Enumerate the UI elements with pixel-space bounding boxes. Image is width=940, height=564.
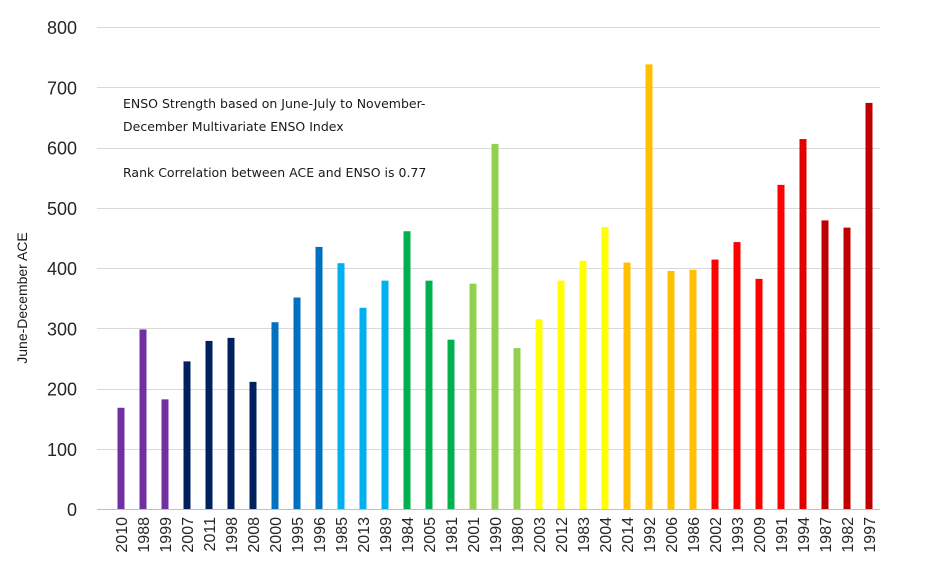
bar-2007 [183, 361, 191, 509]
x-tick-label: 2000 [268, 517, 285, 553]
bar-2010 [117, 407, 125, 509]
bar-1994 [799, 139, 807, 509]
bar-1997 [865, 102, 873, 509]
x-tick-label: 1981 [444, 517, 461, 553]
x-tick-label: 1996 [312, 517, 329, 553]
x-tick-label: 1986 [686, 517, 703, 553]
bar-2006 [667, 271, 675, 509]
bar-1982 [843, 227, 851, 509]
x-tick-label: 1983 [576, 517, 593, 553]
bar-2009 [755, 278, 763, 509]
bar-1995 [293, 297, 301, 509]
bar-2003 [535, 319, 543, 509]
bar-2004 [601, 227, 609, 509]
x-tick-label: 1980 [510, 517, 527, 553]
x-tick-label: 1993 [730, 517, 747, 553]
bar-2011 [205, 340, 213, 509]
y-tick-label: 700 [47, 78, 77, 98]
bar-2002 [711, 259, 719, 509]
x-tick-label: 2010 [114, 517, 131, 553]
x-tick-label: 1988 [136, 517, 153, 553]
bar-1990 [491, 143, 499, 509]
gridlines [97, 27, 880, 450]
annotation-rank-correlation: Rank Correlation between ACE and ENSO is… [123, 165, 427, 180]
bar-1983 [579, 260, 587, 509]
x-tick-label: 1984 [400, 517, 417, 553]
x-tick-label: 1982 [840, 517, 857, 553]
y-tick-label: 800 [47, 18, 77, 38]
bar-1980 [513, 348, 521, 509]
x-tick-label: 1990 [488, 517, 505, 553]
y-tick-label: 600 [47, 139, 77, 159]
x-tick-label: 2009 [752, 517, 769, 553]
annotation-enso-strength: ENSO Strength based on June-July to Nove… [123, 96, 426, 134]
x-tick-label: 1992 [642, 517, 659, 553]
x-tick-label: 1999 [158, 517, 175, 553]
bar-2000 [271, 322, 279, 509]
bar-1992 [645, 64, 653, 510]
y-tick-label: 500 [47, 199, 77, 219]
bar-1988 [139, 329, 147, 509]
x-tick-label: 2012 [554, 517, 571, 553]
y-tick-label: 200 [47, 380, 77, 400]
bar-1999 [161, 399, 169, 509]
x-tick-label: 2001 [466, 517, 483, 553]
y-tick-label: 400 [47, 259, 77, 279]
x-tick-label: 2011 [202, 517, 219, 552]
bar-2001 [469, 283, 477, 509]
x-tick-label: 1985 [334, 517, 351, 553]
x-tick-label: 1991 [774, 517, 791, 553]
x-tick-label: 2005 [422, 517, 439, 553]
x-tick-label: 2014 [620, 517, 637, 553]
bar-1989 [381, 280, 389, 509]
bar-1998 [227, 337, 235, 509]
x-tick-label: 2007 [180, 517, 197, 553]
bar-2013 [359, 307, 367, 509]
bar-2005 [425, 280, 433, 509]
bars [117, 64, 873, 510]
bar-1986 [689, 269, 697, 509]
x-tick-label: 2003 [532, 517, 549, 553]
bar-2008 [249, 381, 257, 509]
x-tick-label: 1994 [796, 517, 813, 553]
bar-1996 [315, 246, 323, 509]
x-tick-label: 1995 [290, 517, 307, 553]
x-tick-label: 1989 [378, 517, 395, 553]
bar-1991 [777, 184, 785, 510]
y-tick-label: 100 [47, 440, 77, 460]
bar-1985 [337, 263, 345, 509]
x-axis-tick-labels: 2010 1988 1999 2007 2011 1998 2008 2000 1995 1996… [114, 517, 879, 553]
bar-1984 [403, 231, 411, 509]
x-tick-label: 2008 [246, 517, 263, 553]
x-tick-label: 1998 [224, 517, 241, 553]
bar-1987 [821, 220, 829, 509]
y-tick-label: 0 [67, 500, 77, 520]
x-tick-label: 2013 [356, 517, 373, 553]
x-tick-label: 2006 [664, 517, 681, 553]
bar-1981 [447, 339, 455, 509]
x-tick-label: 2004 [598, 517, 615, 553]
x-tick-label: 1987 [818, 517, 835, 553]
bar-2014 [623, 262, 631, 509]
y-tick-label: 300 [47, 319, 77, 339]
x-tick-label: 2002 [708, 517, 725, 553]
bar-1993 [733, 242, 741, 509]
x-tick-label: 1997 [862, 517, 879, 553]
y-axis-tick-labels: 0 100 200 300 400 500 600 700 800 [47, 18, 77, 520]
y-axis-title: June-December ACE [14, 232, 30, 364]
bar-2012 [557, 280, 565, 509]
